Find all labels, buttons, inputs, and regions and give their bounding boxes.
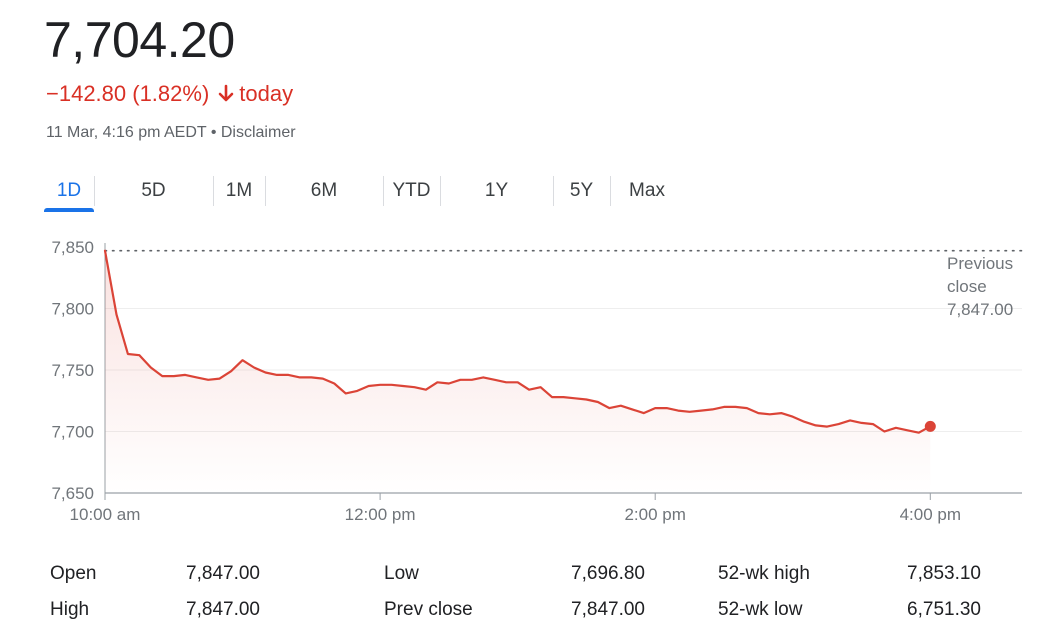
previous-close-label-line2: close	[947, 277, 987, 296]
stat-value-52wk-high: 7,853.10	[907, 563, 981, 584]
stat-label-high: High	[50, 599, 90, 620]
stat-value-high: 7,847.00	[186, 599, 260, 620]
stat-label-open: Open	[50, 563, 97, 584]
stat-value-prev-close: 7,847.00	[571, 599, 645, 620]
time-range-tabs: 1D 5D 1M 6M YTD 1Y 5Y Max	[44, 172, 684, 212]
tab-label: 5D	[141, 180, 166, 201]
timestamp-disclaimer: 11 Mar, 4:16 pm AEDT • Disclaimer	[46, 124, 296, 141]
previous-close-label-line1: Previous	[947, 254, 1014, 273]
arrow-down-icon	[218, 84, 234, 102]
x-tick-label: 2:00 pm	[624, 505, 685, 524]
y-tick-label: 7,650	[51, 484, 94, 503]
stat-label-prev-close: Prev close	[384, 599, 473, 620]
previous-close-label: Previous close 7,847.00	[947, 252, 1013, 321]
y-tick-label: 7,850	[51, 238, 94, 257]
tab-max[interactable]: Max	[610, 172, 684, 210]
change-period: today	[239, 81, 294, 106]
stat-label-52wk-high: 52-wk high	[718, 563, 810, 584]
tab-label: Max	[629, 180, 665, 201]
price-chart[interactable]: 7,850 7,800 7,750 7,700 7,650 10:00 am 12:00 p…	[0, 0, 1052, 540]
tab-ytd[interactable]: YTD	[383, 172, 440, 210]
change-value: −142.80 (1.82%)	[46, 81, 210, 106]
tab-1y[interactable]: 1Y	[440, 172, 553, 210]
tab-label: 1Y	[484, 180, 509, 201]
y-tick-label: 7,800	[51, 300, 94, 319]
tab-label: YTD	[392, 180, 431, 201]
tab-5d[interactable]: 5D	[94, 172, 213, 210]
tab-label: 1D	[56, 180, 82, 201]
current-price: 7,704.20	[44, 12, 235, 68]
tab-label: 6M	[310, 180, 338, 201]
x-tick-label: 10:00 am	[70, 505, 141, 524]
stat-value-low: 7,696.80	[571, 563, 645, 584]
tab-label: 5Y	[569, 180, 594, 201]
series-area	[105, 250, 931, 493]
tab-label: 1M	[225, 180, 253, 201]
tab-6m[interactable]: 6M	[265, 172, 383, 210]
stat-value-52wk-low: 6,751.30	[907, 599, 981, 620]
tab-1d[interactable]: 1D	[44, 172, 94, 212]
y-tick-label: 7,750	[51, 361, 94, 380]
last-price-dot	[924, 420, 936, 432]
tab-1m[interactable]: 1M	[213, 172, 265, 210]
price-change: −142.80 (1.82%) today	[46, 80, 293, 108]
x-tick-label: 4:00 pm	[900, 505, 961, 524]
key-stats-table: Open 7,847.00 Low 7,696.80 52-wk high 7,…	[50, 558, 1010, 630]
previous-close-value: 7,847.00	[947, 300, 1014, 319]
series-line	[103, 249, 932, 434]
stat-label-52wk-low: 52-wk low	[718, 599, 803, 620]
tab-5y[interactable]: 5Y	[553, 172, 610, 210]
x-tick-label: 12:00 pm	[345, 505, 416, 524]
stat-label-low: Low	[384, 563, 419, 584]
y-tick-label: 7,700	[51, 423, 94, 442]
stat-value-open: 7,847.00	[186, 563, 260, 584]
